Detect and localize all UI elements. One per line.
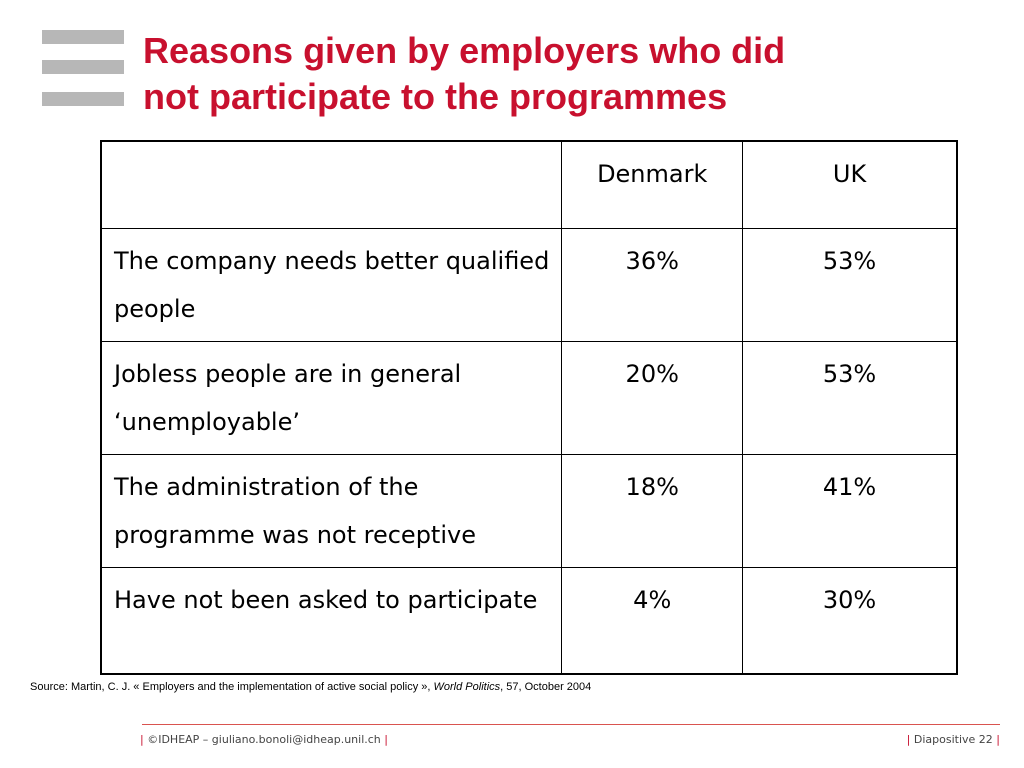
footer-copyright-text: ©IDHEAP – giuliano.bonoli@idheap.unil.ch bbox=[147, 733, 381, 746]
table-row: The company needs better qualified peopl… bbox=[100, 228, 958, 342]
footer-divider bbox=[142, 724, 1000, 725]
footer-pipe: | bbox=[996, 733, 1000, 746]
logo-bars bbox=[42, 30, 124, 110]
logo-bar-top bbox=[42, 30, 124, 44]
slide-title: Reasons given by employers who did not p… bbox=[143, 28, 963, 120]
table-row: The administration of the programme was … bbox=[100, 454, 958, 568]
footer-slide-number-text: Diapositive 22 bbox=[913, 733, 993, 746]
reasons-table: Denmark UK The company needs better qual… bbox=[100, 140, 958, 675]
footer-pipe: | bbox=[140, 733, 144, 746]
uk-cell: 53% bbox=[742, 228, 958, 342]
table-header-row: Denmark UK bbox=[100, 140, 958, 229]
source-journal: World Politics bbox=[433, 681, 501, 693]
reason-cell: Jobless people are in general ‘unemploya… bbox=[100, 341, 563, 455]
denmark-cell: 20% bbox=[561, 341, 744, 455]
footer-copyright: | ©IDHEAP – giuliano.bonoli@idheap.unil.… bbox=[140, 733, 388, 746]
denmark-cell: 36% bbox=[561, 228, 744, 342]
reason-cell: Have not been asked to participate bbox=[100, 567, 563, 674]
column-header-denmark: Denmark bbox=[561, 140, 744, 229]
uk-cell: 30% bbox=[742, 567, 958, 674]
slide-title-line-1: Reasons given by employers who did bbox=[143, 30, 786, 71]
footer-slide-number: | Diapositive 22 | bbox=[907, 733, 1000, 746]
denmark-cell: 18% bbox=[561, 454, 744, 568]
table-row: Jobless people are in general ‘unemploya… bbox=[100, 341, 958, 455]
footer-pipe: | bbox=[906, 733, 911, 746]
column-header-uk: UK bbox=[742, 140, 958, 229]
denmark-cell: 4% bbox=[561, 567, 744, 674]
column-header-reason bbox=[100, 140, 563, 229]
slide-title-line-2: not participate to the programmes bbox=[143, 76, 728, 117]
reason-cell: The company needs better qualified peopl… bbox=[100, 228, 563, 342]
uk-cell: 41% bbox=[742, 454, 958, 568]
source-prefix: Source: Martin, C. J. « Employers and th… bbox=[30, 681, 434, 693]
table-row: Have not been asked to participate 4% 30… bbox=[100, 567, 958, 674]
source-note: Source: Martin, C. J. « Employers and th… bbox=[30, 681, 591, 693]
logo-bar-middle bbox=[42, 60, 124, 74]
uk-cell: 53% bbox=[742, 341, 958, 455]
reason-cell: The administration of the programme was … bbox=[100, 454, 563, 568]
footer-pipe: | bbox=[384, 733, 388, 746]
logo-bar-bottom bbox=[42, 92, 124, 106]
source-suffix: , 57, October 2004 bbox=[500, 681, 592, 693]
